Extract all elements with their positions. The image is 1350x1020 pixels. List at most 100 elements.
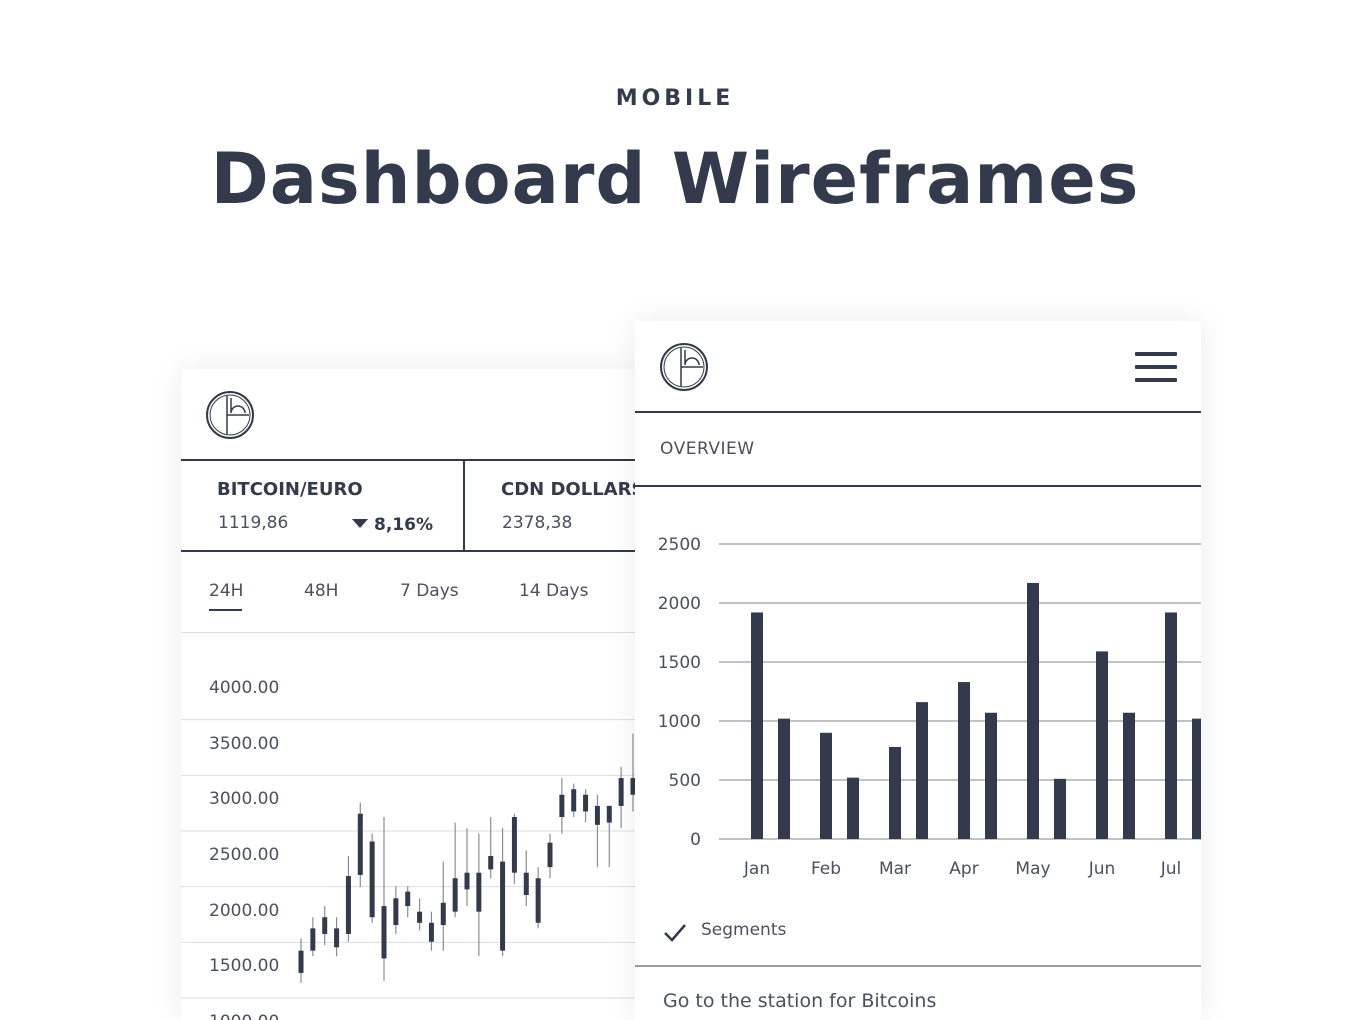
x-tick-label: May	[1015, 859, 1050, 879]
checkmark-icon[interactable]	[662, 919, 688, 945]
candle-body	[298, 950, 304, 973]
candle-body	[369, 841, 375, 918]
candle	[334, 917, 340, 957]
candle-body	[618, 778, 624, 806]
header-divider	[635, 411, 1201, 413]
bar	[751, 612, 763, 839]
tab-48h[interactable]: 48H	[304, 581, 339, 601]
candle	[606, 805, 612, 868]
candle	[618, 766, 624, 829]
candle-body	[322, 917, 328, 934]
ticker-title: BITCOIN/EURO	[217, 479, 363, 500]
bar	[1096, 651, 1108, 839]
x-tick-label: Jul	[1160, 859, 1182, 879]
ticker-title: CDN DOLLARS	[501, 479, 635, 500]
candle-body	[559, 794, 565, 818]
tab-7-days[interactable]: 7 Days	[400, 581, 459, 601]
x-tick-label: Apr	[949, 859, 978, 879]
candle	[369, 833, 375, 923]
page-title: Dashboard Wireframes	[210, 138, 1140, 220]
candle-body	[334, 928, 340, 948]
bar	[889, 746, 901, 839]
hamburger-menu-icon[interactable]	[1135, 352, 1177, 382]
y-tick-label: 0	[690, 830, 701, 850]
ticker-bitcoin-euro[interactable]: BITCOIN/EURO 1119,86 8,16%	[181, 461, 463, 549]
bar	[820, 732, 832, 839]
candle-body	[310, 928, 316, 951]
candle	[630, 733, 635, 812]
ticker-price: 1119,86	[218, 513, 289, 533]
y-tick-label: 2500	[658, 535, 701, 555]
segments-label[interactable]: Segments	[701, 920, 787, 940]
candle	[500, 828, 506, 957]
y-tick-label: 1000.00	[209, 1012, 279, 1020]
tab-14-days[interactable]: 14 Days	[519, 581, 589, 601]
x-tick-label: Jun	[1088, 859, 1116, 879]
candle-body	[488, 856, 494, 870]
bar	[916, 702, 928, 839]
tab-24h[interactable]: 24H	[209, 581, 244, 601]
triangle-down-icon	[352, 519, 368, 528]
candle	[357, 802, 363, 888]
candle	[511, 813, 517, 884]
candle-body	[583, 794, 589, 812]
candle-body	[500, 861, 506, 951]
candle-body	[594, 805, 600, 825]
y-tick-label: 1000	[658, 712, 701, 732]
overview-card: OVERVIEW 0 500 1000 1500 2000 2500 Jan Feb Mar Ap…	[635, 321, 1201, 1020]
bar	[778, 718, 790, 839]
candle	[298, 938, 304, 983]
candle	[452, 822, 458, 918]
candle-body	[381, 906, 387, 959]
candle-body	[511, 817, 517, 873]
candle-body	[452, 878, 458, 912]
y-tick-label: 3500.00	[209, 733, 280, 754]
y-tick-label: 500	[669, 771, 701, 791]
x-tick-label: Feb	[811, 859, 841, 879]
candle	[393, 886, 399, 934]
candlestick-chart: 4000.00 3500.00 3000.00 2500.00 2000.00 1500.…	[181, 633, 635, 1020]
ticker-price: 2378,38	[502, 513, 573, 533]
candle	[464, 828, 470, 907]
ticker-bottom-divider	[181, 550, 635, 552]
candle	[428, 911, 434, 951]
ticker-dashboard-card: BITCOIN/EURO 1119,86 8,16% CDN DOLLARS 2…	[181, 369, 635, 1020]
bar	[1123, 712, 1135, 839]
candle	[381, 817, 387, 981]
candle	[559, 778, 565, 834]
bar	[1027, 582, 1039, 839]
candle	[535, 867, 541, 929]
bar	[1054, 778, 1066, 839]
ticker-divider	[463, 461, 465, 551]
candle-body	[606, 805, 612, 823]
bar	[1165, 612, 1177, 839]
eyebrow-label: MOBILE	[615, 86, 735, 111]
candle	[476, 833, 482, 957]
segments-divider	[635, 965, 1201, 967]
candle-body	[523, 872, 529, 895]
candle-body	[393, 898, 399, 926]
bar	[985, 712, 997, 839]
candle	[583, 789, 589, 823]
candle-body	[571, 789, 577, 812]
candle	[440, 861, 446, 951]
x-tick-label: Jan	[743, 859, 770, 879]
coin-logo-icon[interactable]	[659, 342, 709, 392]
y-tick-label: 2500.00	[209, 845, 280, 865]
header-divider	[181, 459, 635, 461]
candle-body	[476, 872, 482, 912]
candle	[523, 850, 529, 907]
station-link[interactable]: Go to the station for Bitcoins	[663, 990, 937, 1012]
ticker-cdn-dollars[interactable]: CDN DOLLARS 2378,38	[465, 461, 635, 549]
bar-chart: 0 500 1000 1500 2000 2500 Jan Feb Mar Apr May Jun Ju…	[658, 535, 1201, 879]
y-tick-label: 3000.00	[209, 789, 280, 810]
candle-body	[547, 842, 553, 868]
coin-logo-icon[interactable]	[205, 390, 255, 440]
bar	[847, 777, 859, 839]
candle-body	[630, 778, 635, 795]
candle-body	[405, 891, 411, 907]
candle	[417, 898, 423, 931]
section-label: OVERVIEW	[660, 439, 755, 459]
candle	[405, 886, 411, 918]
bar	[1192, 718, 1201, 839]
